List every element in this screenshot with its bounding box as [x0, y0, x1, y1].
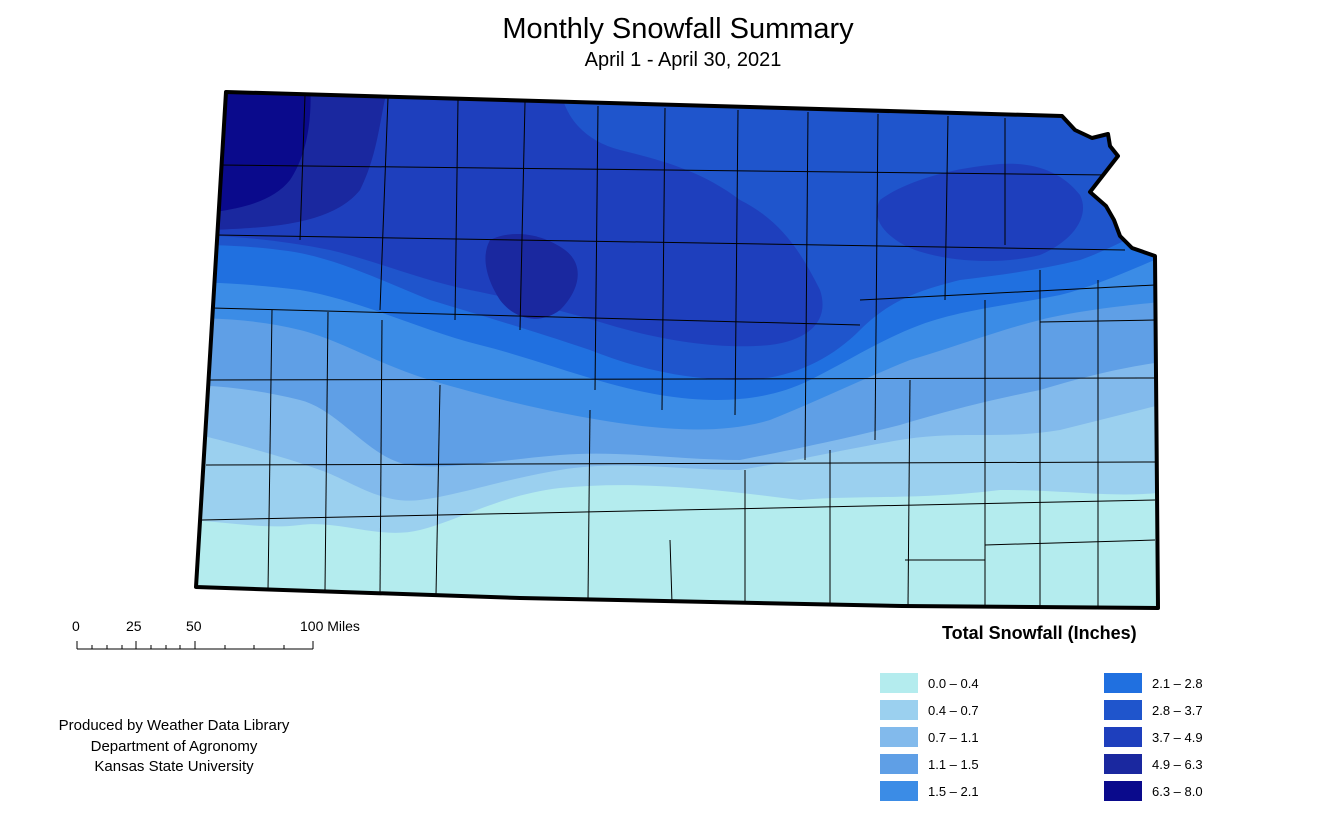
legend-swatch	[880, 700, 918, 720]
legend-swatch	[1104, 781, 1142, 801]
legend-swatch	[880, 727, 918, 747]
map-subtitle: April 1 - April 30, 2021	[584, 49, 782, 71]
legend-label: 4.9 – 6.3	[1152, 757, 1203, 772]
legend-swatch	[1104, 673, 1142, 693]
legend-label: 2.8 – 3.7	[1152, 703, 1203, 718]
legend-label: 3.7 – 4.9	[1152, 730, 1203, 745]
legend-label: 0.0 – 0.4	[928, 676, 979, 691]
credits-line-1: Produced by Weather Data Library	[58, 717, 290, 734]
kansas-border	[194, 90, 1160, 610]
legend-swatch	[880, 781, 918, 801]
scale-tick-label-50: 50	[186, 618, 202, 634]
legend-label: 0.4 – 0.7	[928, 703, 979, 718]
map-title: Monthly Snowfall Summary	[502, 13, 854, 45]
scale-tick-label-100: 100 Miles	[300, 618, 360, 634]
legend-label: 0.7 – 1.1	[928, 730, 979, 745]
county-lines	[201, 94, 1156, 607]
legend-label: 1.5 – 2.1	[928, 784, 979, 799]
credits: Produced by Weather Data Library Departm…	[24, 716, 324, 778]
credits-line-3: Kansas State University	[94, 758, 254, 775]
scale-tick-label-0: 0	[72, 618, 80, 634]
legend-swatch	[880, 754, 918, 774]
scale-bar: 0 25 50 100 Miles	[60, 612, 400, 662]
legend-title: Total Snowfall (Inches)	[942, 623, 1137, 643]
scale-tick-label-25: 25	[126, 618, 142, 634]
legend-label: 2.1 – 2.8	[1152, 676, 1203, 691]
legend-swatch	[1104, 754, 1142, 774]
credits-line-2: Department of Agronomy	[90, 737, 258, 755]
snowfall-contours	[196, 92, 1158, 608]
legend-swatch	[1104, 700, 1142, 720]
legend-swatch	[880, 673, 918, 693]
scale-bar-graphic	[76, 641, 314, 650]
legend-label: 6.3 – 8.0	[1152, 784, 1203, 799]
legend-swatch	[1104, 727, 1142, 747]
legend-label: 1.1 – 1.5	[928, 757, 979, 772]
